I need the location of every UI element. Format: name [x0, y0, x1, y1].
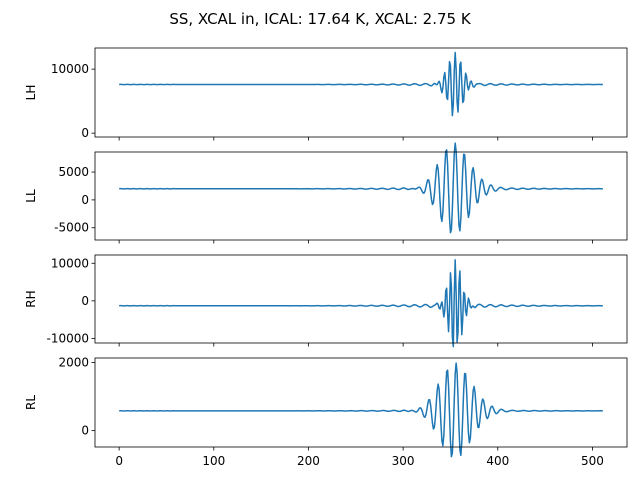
y-tick-label: 10000 — [51, 62, 89, 76]
x-tick-label: 400 — [486, 454, 509, 468]
subplot-rl: 0 2000 0 100 200 300 400 500 RL — [24, 355, 628, 468]
y-tick-label: 10000 — [51, 256, 89, 270]
series-line-lh — [119, 51, 603, 117]
x-tick-label: 0 — [115, 454, 123, 468]
series-line-ll — [119, 142, 603, 234]
x-tick-label: 200 — [297, 454, 320, 468]
y-tick-label: 0 — [81, 126, 89, 140]
axes-frame — [94, 357, 628, 448]
axes-frame — [94, 47, 628, 138]
y-tick-label: 0 — [81, 294, 89, 308]
y-axis-label: LL — [24, 189, 38, 203]
y-axis-label: LH — [24, 85, 38, 101]
y-tick-label: -5000 — [54, 221, 89, 235]
subplot-lh: 0 10000 LH — [24, 47, 628, 141]
subplot-rh: -10000 0 10000 RH — [24, 254, 628, 348]
y-tick-label: 5000 — [58, 165, 89, 179]
x-tick-label: 100 — [202, 454, 225, 468]
y-axis-label: RH — [24, 290, 38, 307]
series-line-rh — [119, 259, 603, 348]
y-tick-label: 0 — [81, 424, 89, 438]
axes-frame — [94, 254, 628, 344]
axes-frame — [94, 151, 628, 241]
series-line-rl — [119, 362, 603, 458]
x-tick-label: 300 — [392, 454, 415, 468]
subplots: 010000LH-500005000LL-10000010000RH020000… — [24, 47, 628, 468]
y-tick-label: -10000 — [46, 331, 89, 345]
figure-title: SS, XCAL in, ICAL: 17.64 K, XCAL: 2.75 K — [169, 10, 472, 28]
y-axis-label: RL — [24, 395, 38, 410]
y-tick-label: 2000 — [58, 355, 89, 369]
x-tick-label: 500 — [581, 454, 604, 468]
subplot-ll: -5000 0 5000 LL — [24, 142, 628, 244]
y-tick-label: 0 — [81, 193, 89, 207]
